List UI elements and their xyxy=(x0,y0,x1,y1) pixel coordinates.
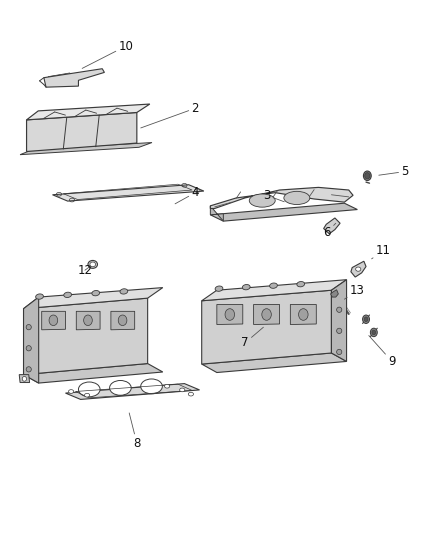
Polygon shape xyxy=(20,142,152,155)
Ellipse shape xyxy=(22,376,27,381)
Ellipse shape xyxy=(270,283,277,288)
Polygon shape xyxy=(27,112,137,151)
Ellipse shape xyxy=(35,294,43,299)
Polygon shape xyxy=(44,69,104,87)
Ellipse shape xyxy=(118,315,127,326)
Polygon shape xyxy=(210,206,223,221)
Ellipse shape xyxy=(180,388,185,392)
Ellipse shape xyxy=(110,381,131,395)
Ellipse shape xyxy=(84,315,92,326)
Polygon shape xyxy=(324,218,340,234)
Polygon shape xyxy=(42,311,66,330)
Ellipse shape xyxy=(242,285,250,290)
Polygon shape xyxy=(27,104,150,120)
Text: 8: 8 xyxy=(129,413,141,450)
Polygon shape xyxy=(202,353,346,373)
Ellipse shape xyxy=(90,262,95,266)
Ellipse shape xyxy=(356,267,361,271)
Ellipse shape xyxy=(26,345,32,351)
Ellipse shape xyxy=(371,328,377,337)
Polygon shape xyxy=(210,203,357,221)
Ellipse shape xyxy=(249,194,275,207)
Ellipse shape xyxy=(299,309,308,320)
Polygon shape xyxy=(66,384,200,399)
Text: 13: 13 xyxy=(344,284,365,299)
Ellipse shape xyxy=(64,292,71,297)
Polygon shape xyxy=(24,298,148,375)
Ellipse shape xyxy=(337,349,342,354)
Text: 12: 12 xyxy=(78,264,92,277)
Ellipse shape xyxy=(68,390,74,393)
Ellipse shape xyxy=(262,309,271,320)
Polygon shape xyxy=(331,290,338,297)
Ellipse shape xyxy=(88,261,98,268)
Ellipse shape xyxy=(120,289,128,294)
Ellipse shape xyxy=(26,367,32,372)
Ellipse shape xyxy=(284,191,310,205)
Polygon shape xyxy=(332,280,346,361)
Text: 11: 11 xyxy=(371,244,391,259)
Polygon shape xyxy=(48,73,71,80)
Ellipse shape xyxy=(363,315,370,324)
Text: 4: 4 xyxy=(175,186,199,204)
Ellipse shape xyxy=(372,330,376,335)
Polygon shape xyxy=(202,280,346,301)
Text: 7: 7 xyxy=(241,327,263,350)
Ellipse shape xyxy=(165,384,170,388)
Polygon shape xyxy=(290,304,316,325)
Ellipse shape xyxy=(85,393,90,397)
Ellipse shape xyxy=(225,309,235,320)
Ellipse shape xyxy=(297,281,304,287)
Ellipse shape xyxy=(49,315,58,326)
Polygon shape xyxy=(53,185,204,201)
Polygon shape xyxy=(76,311,100,330)
Text: 6: 6 xyxy=(323,223,336,239)
Ellipse shape xyxy=(337,307,342,312)
Text: 5: 5 xyxy=(379,165,409,178)
Ellipse shape xyxy=(141,379,162,394)
Ellipse shape xyxy=(92,290,99,296)
Text: 3: 3 xyxy=(263,189,284,202)
Text: 9: 9 xyxy=(369,336,396,368)
Polygon shape xyxy=(24,288,163,309)
Polygon shape xyxy=(19,375,30,383)
Polygon shape xyxy=(217,304,243,325)
Ellipse shape xyxy=(26,325,32,330)
Ellipse shape xyxy=(364,317,368,321)
Ellipse shape xyxy=(215,286,223,292)
Polygon shape xyxy=(210,188,353,208)
Ellipse shape xyxy=(188,392,194,396)
Text: 10: 10 xyxy=(82,39,134,68)
Polygon shape xyxy=(351,261,366,277)
Polygon shape xyxy=(24,297,39,383)
Ellipse shape xyxy=(365,173,370,179)
Text: 2: 2 xyxy=(141,102,199,128)
Ellipse shape xyxy=(78,382,100,397)
Polygon shape xyxy=(111,311,134,330)
Polygon shape xyxy=(254,304,279,325)
Polygon shape xyxy=(24,364,163,383)
Polygon shape xyxy=(202,290,332,364)
Ellipse shape xyxy=(364,171,371,181)
Ellipse shape xyxy=(337,328,342,334)
